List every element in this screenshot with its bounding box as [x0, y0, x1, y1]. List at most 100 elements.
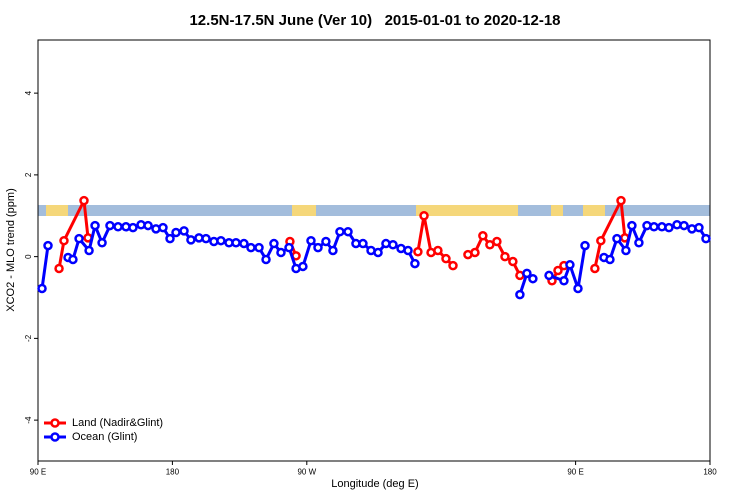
data-point	[105, 220, 115, 231]
data-point	[37, 283, 47, 294]
data-point	[616, 195, 626, 206]
data-point	[43, 240, 53, 251]
data-point	[544, 270, 554, 281]
data-point	[97, 237, 107, 248]
y-tick-label: -2	[24, 334, 33, 342]
data-point	[413, 246, 423, 257]
data-point	[573, 283, 583, 294]
x-tick-label: 180	[703, 468, 717, 477]
data-point	[284, 242, 294, 253]
data-point	[246, 242, 256, 253]
data-point	[621, 245, 631, 256]
x-tick-label: 90 W	[297, 468, 316, 477]
data-point	[90, 220, 100, 231]
data-point	[298, 261, 308, 272]
data-point	[186, 235, 196, 245]
data-point	[158, 222, 168, 233]
data-point	[261, 254, 271, 265]
data-point	[492, 236, 502, 247]
data-point	[388, 240, 398, 250]
data-point	[358, 238, 368, 249]
data-point	[74, 233, 84, 244]
y-tick-label: 4	[24, 90, 33, 95]
data-point	[565, 260, 575, 270]
data-point	[313, 242, 323, 253]
legend-marker	[50, 432, 60, 442]
data-point	[508, 256, 518, 267]
land-strip	[292, 205, 316, 216]
data-point	[596, 235, 606, 246]
data-point	[528, 273, 538, 284]
data-point	[419, 211, 429, 221]
data-point	[515, 289, 525, 300]
y-tick-label: 0	[24, 254, 33, 259]
data-point	[410, 258, 420, 269]
data-point	[201, 233, 211, 244]
data-point	[254, 242, 264, 253]
data-point	[306, 235, 316, 246]
data-point	[500, 251, 510, 262]
data-point	[276, 247, 286, 258]
data-point	[373, 247, 383, 258]
data-point	[179, 226, 189, 236]
y-axis-label: XCO2 - MLO trend (ppm)	[5, 188, 17, 311]
data-point	[269, 238, 279, 249]
data-point	[403, 245, 413, 256]
data-point	[612, 233, 622, 244]
data-point	[321, 236, 331, 247]
data-point	[143, 220, 153, 231]
data-point	[216, 235, 226, 246]
x-tick-label: 90 E	[567, 468, 583, 477]
data-point	[590, 263, 600, 274]
data-point	[335, 226, 345, 237]
land-strip	[416, 205, 518, 216]
land-strip	[551, 205, 563, 216]
data-point	[701, 233, 711, 244]
data-point	[522, 268, 532, 279]
data-point	[605, 254, 615, 265]
land-strip	[583, 205, 605, 216]
data-point	[231, 237, 241, 248]
chart-title: 12.5N-17.5N June (Ver 10) 2015-01-01 to …	[189, 12, 560, 29]
data-point	[343, 226, 353, 237]
y-tick-label: 2	[24, 172, 33, 177]
data-point	[84, 245, 94, 256]
data-point	[59, 235, 69, 246]
land-strip	[46, 205, 68, 216]
data-point	[478, 231, 488, 241]
data-point	[694, 222, 704, 233]
data-point	[433, 245, 443, 256]
data-point	[441, 253, 451, 264]
legend-label: Ocean (Glint)	[72, 431, 137, 443]
plot-frame	[37, 39, 711, 462]
x-tick-label: 180	[166, 468, 180, 477]
data-point	[54, 263, 64, 274]
map-strip	[38, 205, 710, 216]
data-point	[559, 275, 569, 286]
data-point	[634, 237, 644, 248]
data-point	[664, 222, 674, 233]
data-point	[627, 220, 637, 231]
data-point	[485, 240, 495, 250]
data-point	[448, 260, 458, 271]
data-point	[79, 195, 89, 206]
data-point	[470, 247, 480, 258]
data-point	[128, 222, 138, 233]
data-point	[68, 254, 78, 265]
data-point	[165, 233, 175, 244]
data-point	[580, 240, 590, 251]
legend-label: Land (Nadir&Glint)	[72, 417, 163, 429]
x-tick-label: 90 E	[30, 468, 46, 477]
data-point	[679, 220, 689, 231]
legend-marker	[50, 418, 60, 428]
data-point	[649, 222, 659, 232]
data-point	[328, 245, 338, 256]
data-point	[113, 222, 123, 232]
ocean-strip	[38, 205, 710, 216]
data-point	[171, 227, 181, 238]
data-point	[553, 265, 563, 276]
x-axis-label: Longitude (deg E)	[331, 478, 418, 490]
y-tick-label: -4	[24, 416, 33, 424]
data-point	[239, 238, 249, 249]
